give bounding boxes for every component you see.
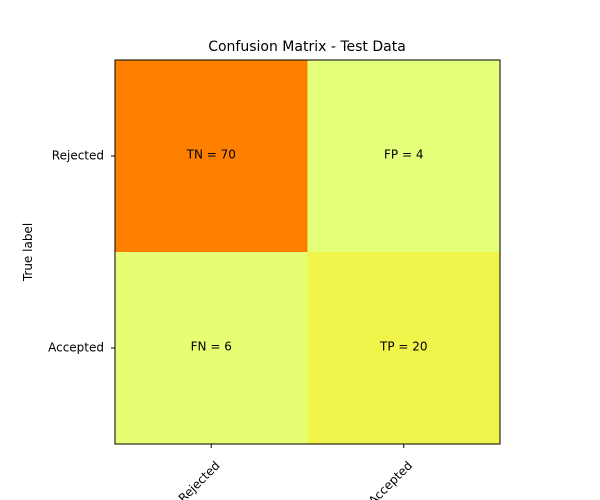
cell-label-0-0: TN = 70: [186, 148, 236, 162]
heatmap-cells: [115, 60, 500, 444]
y-axis-label: True label: [21, 223, 35, 282]
x-tick-label-1: Accepted: [366, 458, 415, 500]
cell-annotations: TN = 70 FP = 4 FN = 6 TP = 20: [186, 148, 428, 354]
cell-label-1-1: TP = 20: [379, 340, 428, 354]
heatmap-cell-1-0: [115, 252, 308, 444]
y-axis: Rejected Accepted: [48, 149, 115, 355]
heatmap-cell-1-1: [307, 252, 500, 444]
chart-title: Confusion Matrix - Test Data: [208, 39, 406, 55]
x-axis: Rejected Accepted: [176, 444, 415, 500]
x-tick-label-0: Rejected: [176, 458, 223, 500]
y-tick-label-0: Rejected: [52, 149, 104, 163]
heatmap-cell-0-1: [307, 60, 500, 252]
plot-frame: [114, 59, 501, 445]
cell-label-1-0: FN = 6: [191, 340, 232, 354]
cell-label-0-1: FP = 4: [384, 148, 423, 162]
y-tick-label-1: Accepted: [48, 341, 104, 355]
heatmap-cell-0-0: [115, 60, 308, 252]
